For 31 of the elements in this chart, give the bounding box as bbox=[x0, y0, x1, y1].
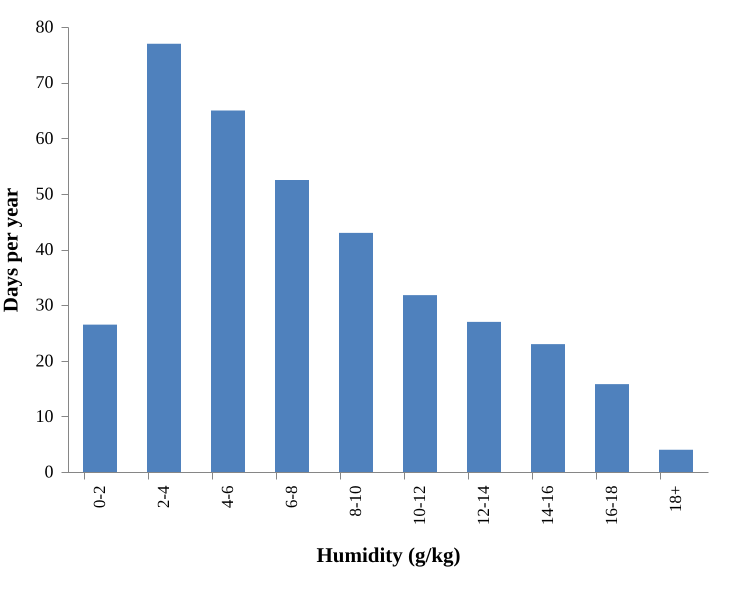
x-tick-label: 0-2 bbox=[90, 486, 109, 508]
bar bbox=[595, 384, 629, 472]
y-tick-label: 0 bbox=[44, 462, 54, 482]
y-tick-label: 10 bbox=[36, 406, 54, 426]
x-tick-label: 14-16 bbox=[538, 486, 557, 526]
y-tick-label: 20 bbox=[36, 350, 54, 370]
y-tick-label: 60 bbox=[36, 128, 54, 148]
bar bbox=[339, 232, 373, 472]
y-tick-label: 50 bbox=[36, 183, 54, 204]
bar bbox=[531, 344, 565, 472]
y-tick-label: 30 bbox=[36, 294, 54, 315]
y-tick-label: 70 bbox=[36, 72, 54, 92]
bar bbox=[147, 44, 181, 472]
x-tick-label: 4-6 bbox=[218, 486, 237, 508]
x-tick-label: 18+ bbox=[666, 486, 685, 512]
x-axis-title: Humidity (g/kg) bbox=[316, 543, 461, 568]
bar bbox=[211, 110, 245, 472]
x-tick-label: 8-10 bbox=[346, 486, 365, 517]
y-axis-title: Days per year bbox=[0, 188, 22, 312]
x-tick-label: 10-12 bbox=[410, 486, 429, 526]
x-tick-label: 12-14 bbox=[474, 485, 493, 526]
bar bbox=[659, 450, 693, 472]
bar bbox=[467, 322, 501, 472]
bar bbox=[83, 324, 117, 472]
y-tick-label: 80 bbox=[36, 16, 54, 36]
x-tick-label: 16-18 bbox=[602, 486, 621, 526]
y-tick-label: 40 bbox=[36, 239, 54, 259]
bar bbox=[403, 295, 437, 472]
bar bbox=[275, 180, 309, 472]
x-tick-label: 6-8 bbox=[282, 486, 301, 508]
x-tick-label: 2-4 bbox=[154, 485, 173, 508]
